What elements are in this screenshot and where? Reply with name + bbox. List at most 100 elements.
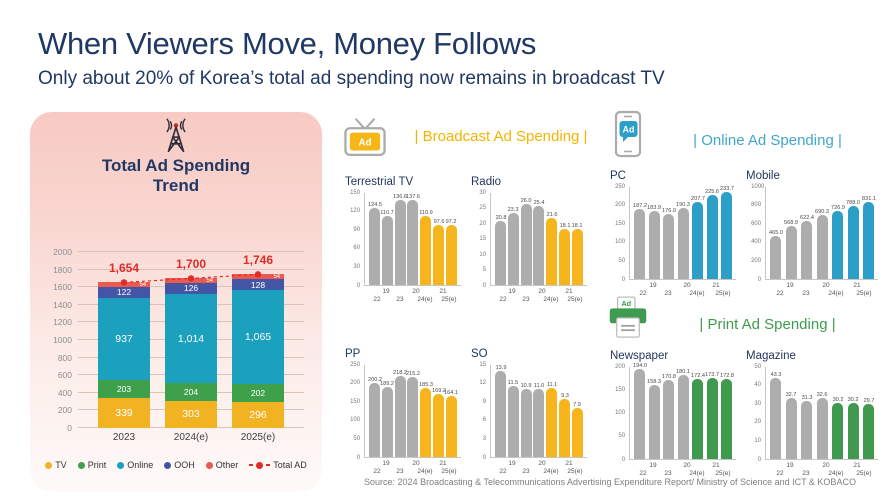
x-tick-label: 25(e)	[856, 469, 872, 477]
y-tick-label: 150	[615, 385, 626, 393]
bar-slot: 189.2	[380, 365, 394, 457]
segment-print: 202	[232, 384, 284, 402]
bar-pc-23	[692, 201, 703, 279]
bar-value-label: 194.0	[632, 361, 647, 368]
x-tick-label: 21	[712, 461, 720, 469]
y-tick-label: 1800	[53, 264, 72, 275]
bar-magazine-22	[816, 398, 828, 459]
mini-chart-title: PC	[610, 170, 626, 182]
bar-slot: 32.6	[816, 367, 828, 459]
x-tick-label: 23	[522, 467, 530, 475]
bar-value-label: 137.6	[405, 192, 420, 199]
bar-newspaper-19	[634, 368, 645, 459]
bar-pc-21	[663, 213, 674, 279]
total-ad-panel: Total Ad Spending Trend 0 200 400 600 800 100…	[30, 112, 322, 492]
mini-plot: 0 5 10 15 20 25 30 20.8 23.3 26.0 25.4 21.6 18.1 18.1	[471, 188, 589, 288]
y-tick-label: 200	[350, 378, 361, 386]
x-tick-label: 22	[776, 469, 784, 477]
x-tick-label: 20	[538, 459, 547, 467]
bar-value-label: 43.3	[770, 371, 781, 378]
x-tick-label: 24(e)	[689, 469, 705, 477]
x-tick-label: 21	[712, 281, 720, 289]
mini-chart-title: Magazine	[746, 350, 796, 362]
chart-legend: TV Print Online OOH Other Total AD	[30, 460, 322, 470]
y-tick-label: 30	[754, 399, 761, 407]
x-tick-label: 24(e)	[828, 289, 844, 297]
bar-value-label: 18.1	[559, 221, 571, 228]
bar-slot: 185.3	[418, 365, 433, 457]
bar-slot: 158.3	[647, 367, 661, 459]
bar-slot: 207.7	[691, 187, 704, 279]
bar-magazine-20	[785, 398, 797, 459]
mini-chart-title: SO	[471, 348, 488, 360]
y-tick-label: 30	[353, 262, 360, 270]
y-tick-label: 100	[615, 408, 626, 416]
bar-slot: 622.4	[800, 187, 813, 279]
bar-slot: 187.2	[633, 187, 646, 279]
bar-so-21	[520, 389, 532, 457]
legend-label: Print	[87, 460, 107, 470]
bar-newspaper-23	[692, 378, 703, 459]
segment-print: 203	[98, 380, 150, 399]
bar-magazine-19	[770, 378, 781, 459]
y-tick-label: 150	[615, 219, 626, 227]
bar-value-label: 185.3	[418, 380, 433, 388]
x-tick-label: 25(e)	[567, 467, 583, 475]
segment-value: 54	[206, 277, 213, 284]
bar-value-label: 158.3	[647, 378, 661, 385]
x-category-label: 2025(e)	[240, 432, 276, 443]
bar-slot: 215.2	[406, 365, 420, 457]
bar-value-label: 13.9	[495, 363, 506, 370]
gridline	[78, 251, 304, 252]
segment-value: 1,065	[244, 331, 272, 344]
x-tick-label: 25(e)	[715, 469, 731, 477]
printer-ad-icon: Ad	[608, 294, 648, 347]
chart-so: SO 0 3 6 9 12 15 13.9 11.5 10.9 11.0 11.1 9.3 7.9 19…	[471, 348, 589, 476]
y-tick-label: 0	[356, 453, 360, 460]
bar-radio-21	[520, 204, 532, 285]
y-tick-label: 50	[618, 431, 625, 439]
y-tick-label: 10	[479, 250, 486, 257]
segment-value: 54	[139, 281, 146, 288]
x-tick-label: 24(e)	[417, 467, 433, 475]
total-ad-line	[120, 271, 262, 286]
mini-plot: 0 50 100 150 200 250 187.2 183.9 176.0 190.3 207.7…	[610, 182, 738, 282]
mini-chart-title: Mobile	[746, 170, 780, 182]
x-tick-label: 22	[373, 467, 381, 475]
legend-dot	[77, 461, 85, 469]
x-tick-label: 20	[822, 281, 830, 289]
bar-mobile-23	[832, 211, 843, 279]
legend-dot	[256, 461, 264, 469]
tv-ad-icon: Ad	[341, 117, 389, 164]
bar-slot: 110.7	[381, 193, 394, 285]
x-tick-label: 22	[776, 289, 784, 297]
bar-so-25(e)	[571, 408, 583, 457]
bar-value-label: 124.5	[367, 200, 382, 207]
x-category-label: 2024(e)	[173, 432, 209, 443]
bar-mobile-22	[816, 214, 828, 279]
bar-slot: 29.7	[863, 367, 874, 459]
x-tick-label: 23	[522, 295, 530, 303]
bar-terrestrial-tv-25(e)	[445, 224, 457, 285]
x-tick-label: 23	[802, 469, 810, 477]
bar-so-20	[507, 385, 519, 457]
bar-slot: 10.9	[520, 365, 532, 457]
mini-plot-area: 20.8 23.3 26.0 25.4 21.6 18.1 18.1	[490, 193, 587, 286]
legend-item-other: Other	[205, 460, 238, 470]
legend-dash	[266, 464, 271, 466]
y-tick-label: 30	[479, 188, 486, 195]
y-tick-label: 2000	[53, 247, 72, 257]
legend-dot	[117, 461, 125, 469]
x-tick-label: 24(e)	[543, 467, 559, 475]
x-tick-label: 19	[649, 461, 657, 469]
y-tick-label: 90	[353, 225, 360, 233]
bar-value-label: 180.1	[676, 368, 690, 375]
bar-slot: 9.3	[559, 365, 571, 457]
bar-value-label: 690.3	[815, 207, 829, 214]
bar-pc-22	[677, 208, 689, 279]
bar-value-label: 10.9	[520, 382, 532, 389]
y-tick-label: 20	[754, 418, 761, 425]
x-tick-label: 21	[565, 287, 573, 295]
bar-newspaper-21	[663, 379, 674, 459]
bar-value-label: 32.6	[816, 391, 828, 398]
